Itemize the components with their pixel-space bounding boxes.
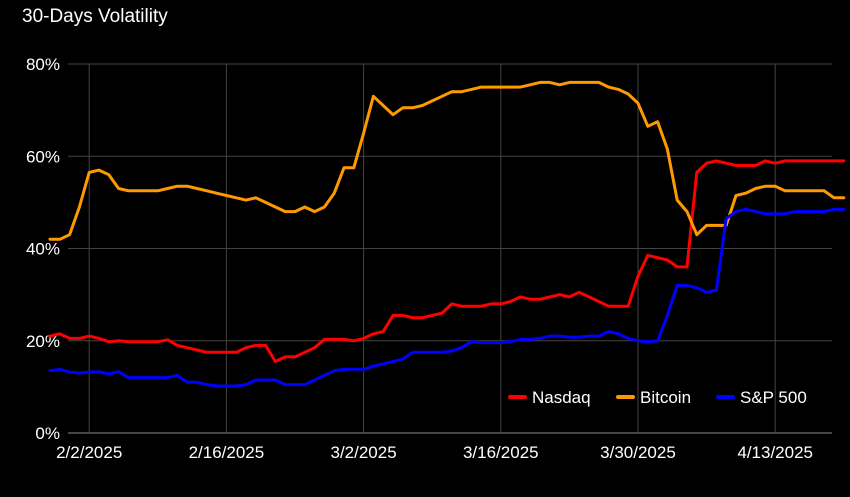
- x-tick-label: 3/16/2025: [463, 443, 539, 462]
- legend: Nasdaq Bitcoin S&P 500: [508, 388, 807, 407]
- chart-title: 30-Days Volatility: [22, 6, 168, 27]
- x-tick-label: 3/30/2025: [600, 443, 676, 462]
- y-tick-label: 60%: [26, 147, 60, 166]
- x-tick-label: 3/2/2025: [331, 443, 397, 462]
- x-tick-label: 4/13/2025: [737, 443, 813, 462]
- x-axis-ticks: 2/2/2025 2/16/2025 3/2/2025 3/16/2025 3/30/2…: [56, 443, 813, 462]
- series-line-bitcoin: [48, 80, 846, 241]
- y-tick-label: 40%: [26, 240, 60, 259]
- legend-label: S&P 500: [740, 388, 807, 407]
- series-line-s-p-500: [48, 207, 846, 388]
- grid-layer: [68, 63, 832, 434]
- y-axis-ticks: 0%20%40%60%80%: [26, 55, 60, 443]
- x-tick-label: 2/2/2025: [56, 443, 122, 462]
- series-lines: [48, 80, 846, 388]
- y-tick-label: 80%: [26, 55, 60, 74]
- series-line-nasdaq: [48, 159, 846, 363]
- x-tick-label: 2/16/2025: [189, 443, 265, 462]
- legend-label: Nasdaq: [532, 388, 591, 407]
- y-tick-label: 0%: [35, 424, 60, 443]
- legend-label: Bitcoin: [640, 388, 691, 407]
